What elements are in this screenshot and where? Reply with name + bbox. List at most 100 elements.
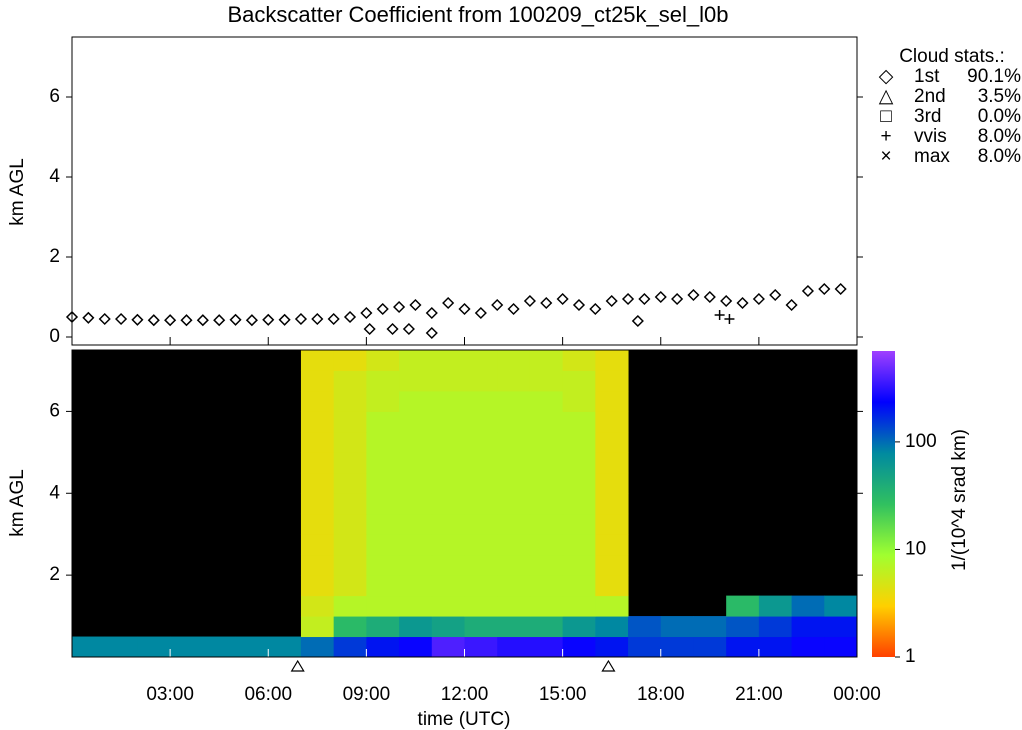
heat-cell xyxy=(464,452,498,474)
heat-cell xyxy=(464,370,498,392)
colorbar-tick-label: 100 xyxy=(905,431,937,452)
heat-cell xyxy=(366,595,400,617)
cloud-point xyxy=(714,310,725,320)
heat-cell xyxy=(300,534,335,556)
heat-cell xyxy=(595,390,629,412)
heat-cell xyxy=(562,390,596,412)
heat-cell xyxy=(431,452,465,474)
heat-cell xyxy=(399,472,433,494)
heat-cell xyxy=(333,431,367,453)
x-tick-label: 00:00 xyxy=(833,684,881,705)
heat-cell xyxy=(399,431,433,453)
heat-cell xyxy=(464,472,498,494)
heat-cell xyxy=(72,636,106,658)
heat-cell xyxy=(366,472,400,494)
cloud-point xyxy=(724,314,735,324)
heat-cell xyxy=(333,452,367,474)
heat-cell xyxy=(791,595,825,617)
heat-cell xyxy=(399,534,433,556)
legend-value: 0.0% xyxy=(978,106,1021,127)
heat-cell xyxy=(497,575,531,597)
plot-frame xyxy=(71,349,858,658)
cloud-point xyxy=(491,298,504,312)
heat-cell xyxy=(497,431,531,453)
chart-title: Backscatter Coefficient from 100209_ct25… xyxy=(228,2,729,27)
heat-cell xyxy=(333,575,367,597)
heat-cell xyxy=(595,431,629,453)
cloud-point xyxy=(147,314,160,327)
heat-cell xyxy=(399,411,433,433)
cloud-point xyxy=(736,296,749,310)
heat-cell xyxy=(366,452,400,474)
heat-cell xyxy=(497,472,531,494)
heat-cell xyxy=(595,534,629,556)
heat-cell xyxy=(300,595,335,617)
cloud-point xyxy=(572,298,586,312)
heat-cell xyxy=(595,452,629,474)
heat-cell xyxy=(333,554,367,576)
heat-cell xyxy=(333,636,367,658)
heat-cell xyxy=(628,636,662,658)
cloud-point xyxy=(834,282,847,296)
heat-cell xyxy=(562,595,596,617)
cloud-point xyxy=(164,314,177,327)
x-axis-label: time (UTC) xyxy=(418,709,511,730)
cloud-point xyxy=(294,312,308,326)
heat-cell xyxy=(399,493,433,515)
cloud-point xyxy=(98,312,111,326)
heat-cell xyxy=(399,636,433,658)
heat-cell xyxy=(431,411,465,433)
heat-cell xyxy=(235,636,269,658)
cloud-point xyxy=(801,284,814,298)
heat-cell xyxy=(562,431,596,453)
heat-cell xyxy=(399,616,433,638)
heat-cell xyxy=(300,350,335,371)
heat-cell xyxy=(333,370,367,392)
heat-cell xyxy=(464,513,498,535)
heat-cell xyxy=(562,554,596,576)
heat-cell xyxy=(529,534,564,556)
heat-cell xyxy=(660,636,694,658)
cloud-point xyxy=(425,326,438,340)
heat-cell xyxy=(366,370,400,392)
heat-cell xyxy=(333,534,367,556)
heat-cell xyxy=(104,636,138,658)
heat-cell xyxy=(399,554,433,576)
cloud-point xyxy=(180,314,193,327)
heat-cell xyxy=(497,513,531,535)
colorbar-label: 1/(10^4 srad km) xyxy=(949,429,970,571)
heat-cell xyxy=(366,636,400,658)
heat-cell xyxy=(464,431,498,453)
legend-symbol: ◇ xyxy=(879,66,894,87)
legend-value: 8.0% xyxy=(978,126,1021,147)
heat-cell xyxy=(333,595,367,617)
heat-cell xyxy=(595,513,629,535)
heat-cell xyxy=(366,575,400,597)
heat-cell xyxy=(366,411,400,433)
heat-cell xyxy=(824,636,858,658)
heat-cell xyxy=(399,370,433,392)
cloud-point xyxy=(523,294,536,308)
heat-cell xyxy=(693,616,727,638)
cloud-point xyxy=(769,288,782,302)
cloud-point xyxy=(376,302,389,316)
heat-cell xyxy=(529,431,564,453)
heat-cell xyxy=(497,616,531,638)
heat-cell xyxy=(595,370,629,392)
heat-cell xyxy=(497,595,531,617)
legend-symbol: △ xyxy=(879,86,894,107)
heat-cell xyxy=(300,636,335,658)
heat-cell xyxy=(529,452,564,474)
legend-label: 3rd xyxy=(914,106,941,127)
cloud-point xyxy=(229,313,242,326)
heat-cell xyxy=(431,370,465,392)
y-tick-label: 0 xyxy=(49,326,60,347)
heat-cell xyxy=(431,534,465,556)
heat-cell xyxy=(399,390,433,412)
heat-cell xyxy=(366,513,400,535)
heat-cell xyxy=(529,493,564,515)
heat-cell xyxy=(366,431,400,453)
y-axis-label: km AGL xyxy=(7,469,28,537)
heat-cell xyxy=(300,493,335,515)
heat-cell xyxy=(529,554,564,576)
